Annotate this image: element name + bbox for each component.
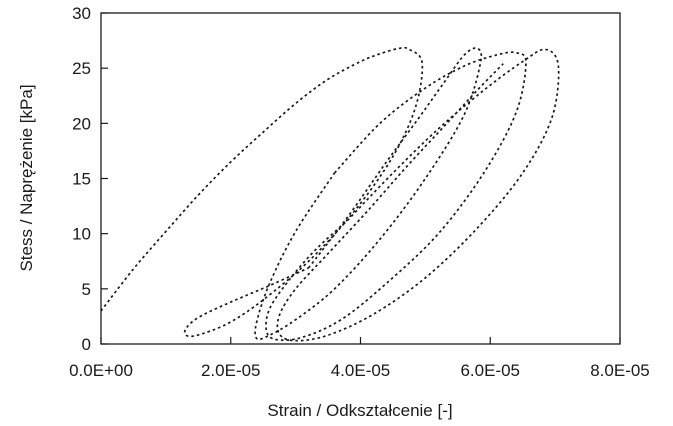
- plot-frame: [100, 12, 621, 345]
- y-tick-label: 5: [82, 280, 91, 299]
- y-tick-label: 20: [72, 114, 91, 133]
- y-axis-ticks: 0 5 10 15 20 25 30: [72, 4, 108, 354]
- x-tick-label: 0.0E+00: [69, 361, 133, 380]
- loop-series-1: [100, 46, 424, 338]
- x-tick-label: 6.0E-05: [460, 361, 520, 380]
- loop-series-4: [276, 48, 560, 342]
- y-axis-label: Stess / Naprężenie [kPa]: [17, 84, 36, 271]
- loop-series-2: [254, 47, 483, 341]
- x-tick-label: 2.0E-05: [201, 361, 261, 380]
- y-tick-label: 10: [72, 225, 91, 244]
- y-tick-label: 15: [72, 170, 91, 189]
- loop-series-3: [265, 51, 527, 342]
- y-tick-label: 30: [72, 4, 91, 23]
- x-axis-ticks: 0.0E+00 2.0E-05 4.0E-05 6.0E-05 8.0E-05: [69, 337, 650, 380]
- x-axis-label: Strain / Odkształcenie [-]: [267, 401, 452, 420]
- x-tick-label: 8.0E-05: [590, 361, 650, 380]
- y-tick-label: 25: [72, 59, 91, 78]
- x-tick-label: 4.0E-05: [331, 361, 391, 380]
- y-tick-label: 0: [82, 335, 91, 354]
- hysteresis-loops: [100, 46, 560, 342]
